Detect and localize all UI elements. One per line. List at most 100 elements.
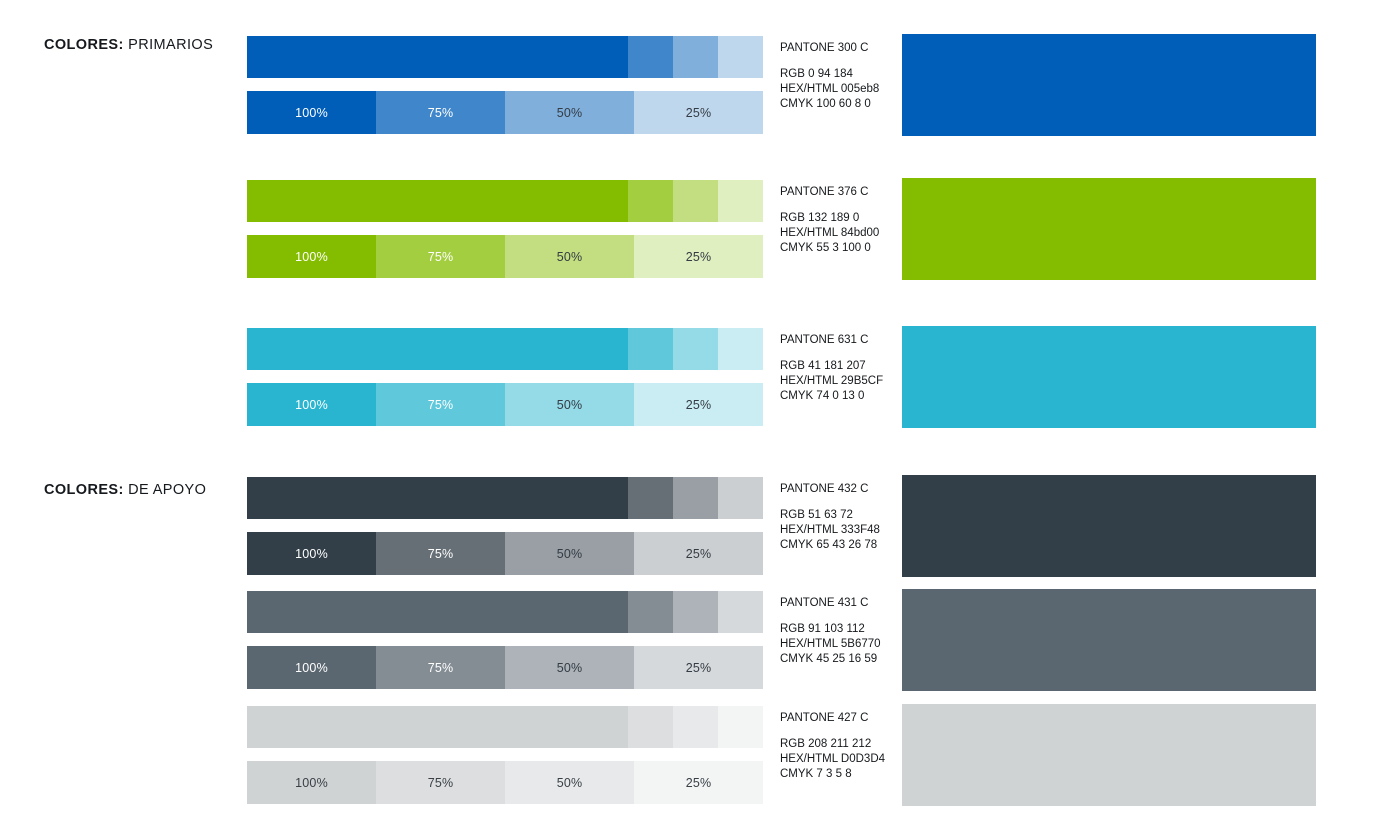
gradient-segment-25 bbox=[717, 36, 763, 78]
gradient-segment-100 bbox=[247, 706, 628, 748]
color-group-pantone-631c: 100% 75% 50% 25% PANTONE 631 C RGB 41 18… bbox=[0, 326, 1400, 428]
gradient-segment-50 bbox=[672, 706, 718, 748]
gradient-bar bbox=[247, 36, 763, 78]
section-label-de-apoyo: COLORES: DE APOYO bbox=[44, 482, 206, 498]
tint-segment-75: 75% bbox=[376, 91, 505, 134]
cmyk-value: CMYK 74 0 13 0 bbox=[780, 390, 865, 402]
gradient-segment-50 bbox=[672, 328, 718, 370]
tint-scale: 100% 75% 50% 25% bbox=[247, 532, 763, 575]
pantone-name: PANTONE 431 C bbox=[780, 597, 869, 609]
tint-label: 100% bbox=[295, 249, 328, 264]
tint-segment-75: 75% bbox=[376, 383, 505, 426]
section-label-rest: PRIMARIOS bbox=[123, 37, 214, 53]
tint-scale: 100% 75% 50% 25% bbox=[247, 383, 763, 426]
gradient-segment-75 bbox=[627, 36, 673, 78]
tint-segment-100: 100% bbox=[247, 235, 376, 278]
tint-label: 50% bbox=[556, 546, 583, 561]
tint-segment-75: 75% bbox=[376, 761, 505, 804]
color-bars: 100% 75% 50% 25% bbox=[247, 706, 763, 804]
gradient-segment-25 bbox=[717, 706, 763, 748]
tint-segment-75: 75% bbox=[376, 646, 505, 689]
tint-segment-100: 100% bbox=[247, 646, 376, 689]
section-label-bold: COLORES: bbox=[44, 37, 124, 53]
tint-segment-25: 25% bbox=[634, 235, 763, 278]
tint-label: 100% bbox=[295, 660, 328, 675]
gradient-segment-75 bbox=[627, 180, 673, 222]
tint-segment-25: 25% bbox=[634, 383, 763, 426]
pantone-name: PANTONE 427 C bbox=[780, 712, 869, 724]
tint-segment-50: 50% bbox=[505, 532, 634, 575]
rgb-value: RGB 51 63 72 bbox=[780, 509, 853, 521]
rgb-value: RGB 91 103 112 bbox=[780, 623, 865, 635]
gradient-bar bbox=[247, 477, 763, 519]
tint-label: 75% bbox=[427, 397, 454, 412]
color-group-pantone-376c: 100% 75% 50% 25% PANTONE 376 C RGB 132 1… bbox=[0, 178, 1400, 280]
tint-segment-75: 75% bbox=[376, 532, 505, 575]
tint-scale: 100% 75% 50% 25% bbox=[247, 91, 763, 134]
tint-label: 25% bbox=[685, 397, 712, 412]
tint-label: 25% bbox=[685, 105, 712, 120]
color-swatch bbox=[902, 704, 1316, 806]
tint-label: 25% bbox=[685, 249, 712, 264]
hex-value: HEX/HTML 333F48 bbox=[780, 524, 880, 536]
tint-label: 100% bbox=[295, 105, 328, 120]
rgb-value: RGB 41 181 207 bbox=[780, 360, 866, 372]
hex-value: HEX/HTML 29B5CF bbox=[780, 375, 884, 387]
color-bars: 100% 75% 50% 25% bbox=[247, 477, 763, 575]
cmyk-value: CMYK 65 43 26 78 bbox=[780, 539, 878, 551]
rgb-value: RGB 0 94 184 bbox=[780, 68, 853, 80]
color-swatch bbox=[902, 178, 1316, 280]
tint-segment-50: 50% bbox=[505, 646, 634, 689]
tint-label: 50% bbox=[556, 249, 583, 264]
hex-value: HEX/HTML D0D3D4 bbox=[780, 753, 886, 765]
gradient-segment-50 bbox=[672, 36, 718, 78]
tint-label: 75% bbox=[427, 546, 454, 561]
cmyk-value: CMYK 7 3 5 8 bbox=[780, 768, 852, 780]
color-specs: PANTONE 631 C RGB 41 181 207 HEX/HTML 29… bbox=[780, 334, 920, 404]
tint-scale: 100% 75% 50% 25% bbox=[247, 646, 763, 689]
tint-label: 25% bbox=[685, 775, 712, 790]
rgb-value: RGB 208 211 212 bbox=[780, 738, 872, 750]
tint-segment-100: 100% bbox=[247, 532, 376, 575]
color-specs: PANTONE 427 C RGB 208 211 212 HEX/HTML D… bbox=[780, 712, 920, 782]
section-label-primarios: COLORES: PRIMARIOS bbox=[44, 37, 213, 53]
hex-value: HEX/HTML 005eb8 bbox=[780, 83, 880, 95]
tint-segment-25: 25% bbox=[634, 646, 763, 689]
gradient-segment-100 bbox=[247, 180, 628, 222]
cmyk-value: CMYK 55 3 100 0 bbox=[780, 242, 871, 254]
gradient-segment-100 bbox=[247, 591, 628, 633]
hex-value: HEX/HTML 5B6770 bbox=[780, 638, 881, 650]
tint-label: 75% bbox=[427, 660, 454, 675]
gradient-segment-50 bbox=[672, 591, 718, 633]
color-bars: 100% 75% 50% 25% bbox=[247, 36, 763, 134]
gradient-segment-25 bbox=[717, 328, 763, 370]
color-bars: 100% 75% 50% 25% bbox=[247, 328, 763, 426]
tint-label: 50% bbox=[556, 397, 583, 412]
tint-label: 25% bbox=[685, 660, 712, 675]
color-bars: 100% 75% 50% 25% bbox=[247, 591, 763, 689]
tint-segment-100: 100% bbox=[247, 91, 376, 134]
color-specs: PANTONE 432 C RGB 51 63 72 HEX/HTML 333F… bbox=[780, 483, 920, 553]
tint-label: 75% bbox=[427, 105, 454, 120]
gradient-segment-75 bbox=[627, 591, 673, 633]
tint-segment-50: 50% bbox=[505, 383, 634, 426]
color-specs: PANTONE 431 C RGB 91 103 112 HEX/HTML 5B… bbox=[780, 597, 920, 667]
section-label-bold: COLORES: bbox=[44, 482, 124, 498]
gradient-segment-75 bbox=[627, 477, 673, 519]
gradient-segment-100 bbox=[247, 36, 628, 78]
color-swatch bbox=[902, 589, 1316, 691]
tint-segment-25: 25% bbox=[634, 761, 763, 804]
color-group-pantone-427c: 100% 75% 50% 25% PANTONE 427 C RGB 208 2… bbox=[0, 704, 1400, 806]
gradient-bar bbox=[247, 591, 763, 633]
tint-label: 75% bbox=[427, 775, 454, 790]
gradient-bar bbox=[247, 328, 763, 370]
color-specs: PANTONE 300 C RGB 0 94 184 HEX/HTML 005e… bbox=[780, 42, 920, 112]
color-group-pantone-431c: 100% 75% 50% 25% PANTONE 431 C RGB 91 10… bbox=[0, 589, 1400, 691]
color-specs: PANTONE 376 C RGB 132 189 0 HEX/HTML 84b… bbox=[780, 186, 920, 256]
tint-label: 75% bbox=[427, 249, 454, 264]
color-swatch bbox=[902, 326, 1316, 428]
pantone-name: PANTONE 300 C bbox=[780, 42, 869, 54]
tint-label: 100% bbox=[295, 775, 328, 790]
tint-segment-25: 25% bbox=[634, 91, 763, 134]
color-bars: 100% 75% 50% 25% bbox=[247, 180, 763, 278]
